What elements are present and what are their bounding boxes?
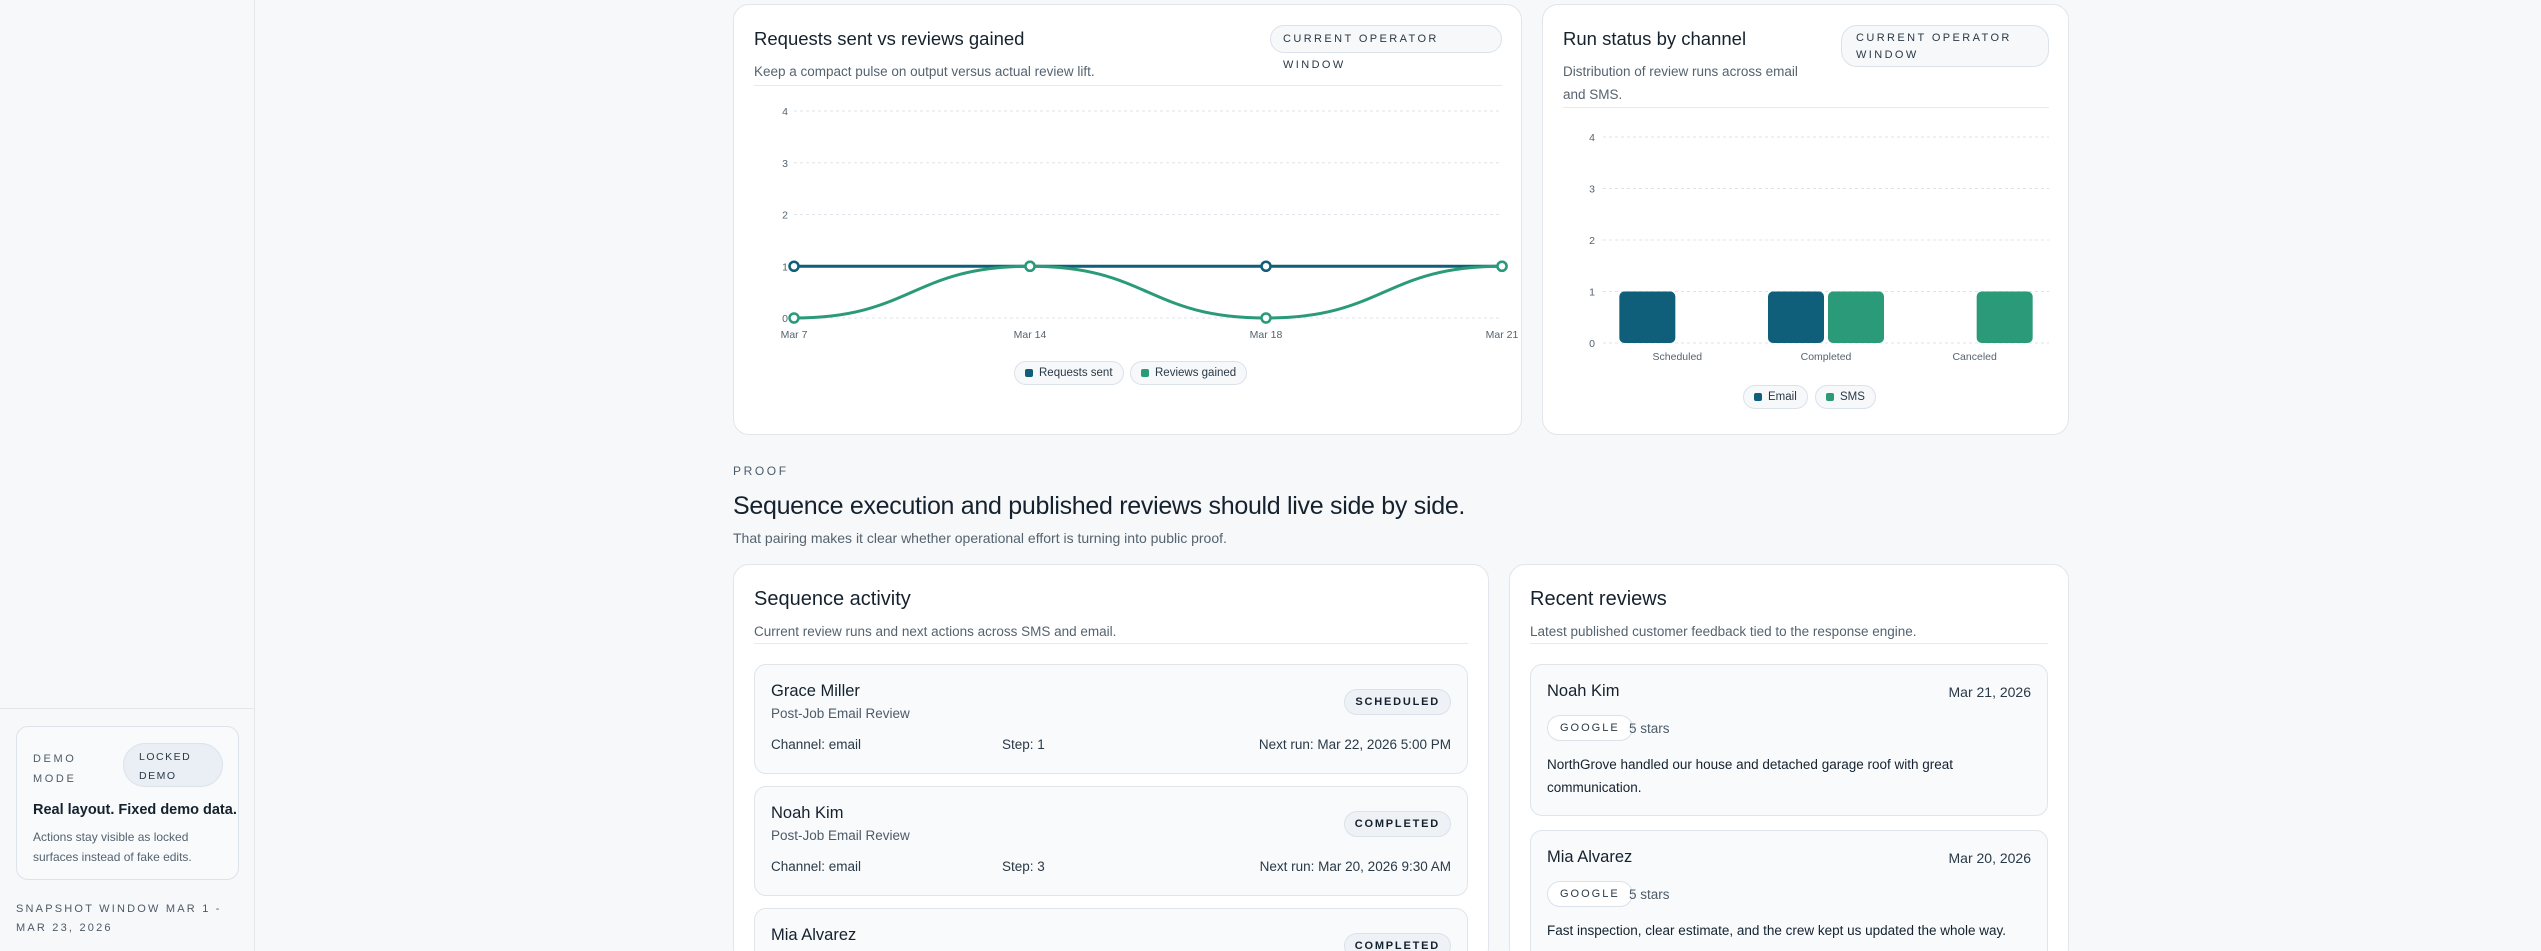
- x-tick-label: Mar 7: [781, 329, 808, 341]
- y-tick-label: 4: [1589, 132, 1595, 144]
- card-subtitle: Distribution of review runs across email…: [1563, 64, 1798, 102]
- review-item[interactable]: Mia Alvarez Mar 20, 2026 GOOGLE 5 stars …: [1530, 830, 2048, 951]
- bar: [1976, 291, 2033, 343]
- bar: [1768, 291, 1824, 343]
- locked-demo-badge: LOCKED DEMO: [123, 743, 223, 787]
- demo-mode-card: DEMO MODE LOCKED DEMO Real layout. Fixed…: [16, 726, 239, 880]
- next-run-field: Next run: Mar 22, 2026 5:00 PM: [1258, 737, 1451, 752]
- proof-subtitle: That pairing makes it clear whether oper…: [733, 530, 1227, 546]
- card-divider: [1530, 643, 2048, 644]
- review-item[interactable]: Noah Kim Mar 21, 2026 GOOGLE 5 stars Nor…: [1530, 664, 2048, 816]
- review-date: Mar 20, 2026: [1948, 850, 2032, 866]
- reviewer-name: Noah Kim: [1547, 682, 1620, 700]
- data-point: [1024, 260, 1036, 272]
- y-tick-label: 2: [782, 210, 788, 222]
- demo-mode-title: Real layout. Fixed demo data.: [33, 802, 237, 818]
- proof-title: Sequence execution and published reviews…: [733, 492, 1466, 520]
- data-point: [1496, 260, 1508, 272]
- sequence-activity-card: Sequence activity Current review runs an…: [733, 564, 1489, 951]
- x-tick-label: Mar 21: [1486, 329, 1519, 341]
- y-tick-label: 3: [782, 158, 788, 170]
- card-subtitle: Current review runs and next actions acr…: [754, 624, 1117, 639]
- contact-name: Mia Alvarez: [771, 926, 857, 944]
- line-chart: 0 1 2 3 4 Mar 7 Mar 14 Mar 18 Mar 21: [781, 106, 1519, 341]
- review-text: Fast inspection, clear estimate, and the…: [1547, 923, 2006, 938]
- sidebar-divider: [0, 708, 254, 709]
- snapshot-window: SNAPSHOT WINDOW MAR 1 - MAR 23, 2026: [16, 903, 222, 934]
- status-badge: COMPLETED: [1343, 933, 1451, 951]
- sidebar: DEMO MODE LOCKED DEMO Real layout. Fixed…: [0, 0, 255, 951]
- y-tick-label: 0: [1589, 338, 1595, 350]
- step-field: Step: 1: [1002, 737, 1045, 752]
- requests-vs-reviews-card: Requests sent vs reviews gained Keep a c…: [733, 4, 1522, 435]
- card-title: Run status by channel: [1563, 28, 1747, 49]
- review-source-badge: GOOGLE: [1547, 881, 1633, 907]
- card-subtitle: Latest published customer feedback tied …: [1530, 624, 1917, 639]
- card-subtitle: Keep a compact pulse on output versus ac…: [754, 64, 1095, 79]
- step-field: Step: 3: [1002, 859, 1045, 874]
- x-tick-label: Mar 18: [1250, 329, 1283, 341]
- y-tick-label: 2: [1589, 235, 1595, 247]
- y-tick-label: 1: [1589, 287, 1595, 299]
- legend-reviews-gained[interactable]: Reviews gained: [1130, 361, 1248, 385]
- sequence-name: Post-Job Email Review: [771, 706, 910, 721]
- data-point: [788, 312, 800, 324]
- legend-email[interactable]: Email: [1743, 385, 1808, 409]
- y-tick-label: 4: [782, 106, 788, 118]
- card-divider: [754, 643, 1468, 644]
- card-divider: [754, 85, 1502, 86]
- card-divider: [1563, 107, 2049, 108]
- x-tick-label: Canceled: [1952, 351, 1997, 363]
- recent-reviews-card: Recent reviews Latest published customer…: [1509, 564, 2069, 951]
- demo-mode-label: DEMO MODE: [33, 753, 77, 785]
- review-rating: 5 stars: [1629, 887, 1670, 902]
- review-text: NorthGrove handled our house and detache…: [1547, 757, 1954, 795]
- legend-requests-sent[interactable]: Requests sent: [1014, 361, 1124, 385]
- data-point: [1260, 260, 1272, 272]
- review-rating: 5 stars: [1629, 721, 1670, 736]
- bar: [1619, 291, 1676, 343]
- legend-swatch: [1754, 393, 1762, 401]
- sequence-name: Post-Job Email Review: [771, 828, 910, 843]
- run-status-card: Run status by channel Distribution of re…: [1542, 4, 2069, 435]
- data-point: [1260, 312, 1272, 324]
- channel-field: Channel: email: [771, 859, 862, 874]
- y-tick-label: 3: [1589, 184, 1595, 196]
- y-tick-label: 0: [782, 313, 788, 325]
- card-title: Requests sent vs reviews gained: [754, 28, 1025, 49]
- demo-mode-description: Actions stay visible as locked surfaces …: [33, 830, 192, 864]
- operator-window-pill[interactable]: CURRENT OPERATOR WINDOW: [1270, 25, 1502, 71]
- contact-name: Noah Kim: [771, 804, 844, 822]
- legend-swatch: [1826, 393, 1834, 401]
- contact-name: Grace Miller: [771, 682, 860, 700]
- data-point: [788, 260, 800, 272]
- series-line-1: [793, 264, 1503, 320]
- y-tick-label: 1: [782, 261, 788, 273]
- next-run-field: Next run: Mar 20, 2026 9:30 AM: [1259, 859, 1451, 874]
- sequence-item[interactable]: Noah Kim Post-Job Email Review COMPLETED…: [754, 786, 1468, 896]
- card-title: Recent reviews: [1530, 588, 1667, 610]
- review-source-badge: GOOGLE: [1547, 715, 1633, 741]
- x-tick-label: Scheduled: [1653, 351, 1703, 363]
- bar-chart: 0 1 2 3 4 Scheduled Completed Canceled: [1589, 132, 2049, 363]
- operator-window-pill[interactable]: CURRENT OPERATOR WINDOW: [1841, 25, 2049, 67]
- proof-eyebrow: PROOF: [733, 464, 789, 478]
- reviewer-name: Mia Alvarez: [1547, 848, 1633, 866]
- status-badge: COMPLETED: [1343, 811, 1451, 837]
- legend-sms[interactable]: SMS: [1815, 385, 1876, 409]
- bar: [1828, 291, 1884, 343]
- legend-swatch: [1025, 369, 1033, 377]
- x-tick-label: Mar 14: [1014, 329, 1047, 341]
- channel-field: Channel: email: [771, 737, 862, 752]
- sequence-item[interactable]: Grace Miller Post-Job Email Review SCHED…: [754, 664, 1468, 774]
- legend-swatch: [1141, 369, 1149, 377]
- status-badge: SCHEDULED: [1344, 689, 1451, 715]
- sequence-item[interactable]: Mia Alvarez COMPLETED: [754, 908, 1468, 951]
- card-title: Sequence activity: [754, 588, 911, 610]
- x-tick-label: Completed: [1801, 351, 1852, 363]
- review-date: Mar 21, 2026: [1948, 684, 2032, 700]
